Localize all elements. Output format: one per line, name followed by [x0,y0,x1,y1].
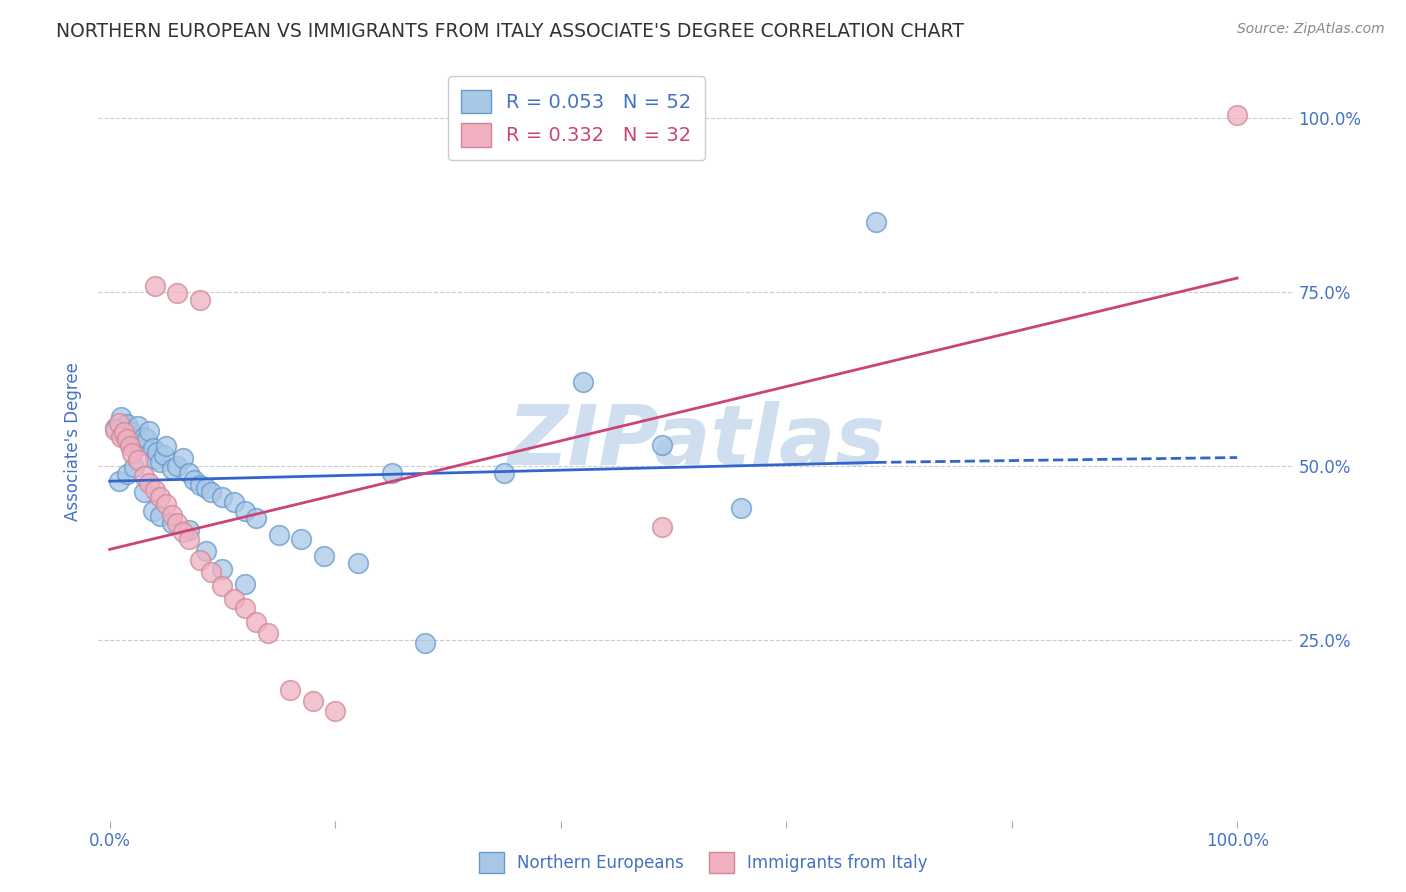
Point [107,474,129,488]
Point [149,508,172,523]
Point [143,279,166,293]
Point [278,682,301,697]
Point [112,427,135,442]
Point [233,601,256,615]
Point [651,520,673,534]
Point [177,532,200,546]
Point [127,453,149,467]
Point [138,476,160,491]
Y-axis label: Associate's Degree: Associate's Degree [65,362,83,521]
Point [494,466,516,480]
Point [112,425,135,440]
Legend: Northern Europeans, Immigrants from Italy: Northern Europeans, Immigrants from Ital… [472,846,934,880]
Point [141,442,163,456]
Point [118,439,141,453]
Point [115,467,138,482]
Point [160,516,183,530]
Point [172,524,194,539]
Point [380,466,402,480]
Point [124,431,146,445]
Point [149,455,172,469]
Point [121,446,143,460]
Point [143,483,166,498]
Point [290,532,312,546]
Point [149,490,172,504]
Point [155,497,177,511]
Point [256,625,278,640]
Text: Source: ZipAtlas.com: Source: ZipAtlas.com [1237,22,1385,37]
Point [177,523,200,537]
Point [865,215,887,229]
Point [730,500,752,515]
Point [107,416,129,430]
Point [132,430,155,444]
Point [132,485,155,500]
Point [141,504,163,518]
Point [245,511,267,525]
Point [118,434,141,449]
Point [188,478,211,492]
Point [183,473,205,487]
Point [572,376,595,390]
Point [346,556,368,570]
Point [160,508,183,522]
Point [153,449,176,463]
Point [194,481,217,495]
Point [138,424,160,438]
Point [110,410,132,425]
Point [127,418,149,433]
Point [245,615,267,630]
Point [222,495,245,509]
Point [211,562,233,576]
Point [200,485,222,500]
Text: NORTHERN EUROPEAN VS IMMIGRANTS FROM ITALY ASSOCIATE'S DEGREE CORRELATION CHART: NORTHERN EUROPEAN VS IMMIGRANTS FROM ITA… [56,22,965,41]
Point [166,458,188,473]
Point [267,528,290,542]
Point [115,417,138,432]
Point [146,445,169,459]
Point [132,469,155,483]
Text: ZIPatlas: ZIPatlas [508,401,884,482]
Point [211,490,233,504]
Point [323,704,346,718]
Point [233,577,256,591]
Point [177,466,200,480]
Point [415,636,437,650]
Point [104,423,127,437]
Point [222,592,245,607]
Point [155,439,177,453]
Point [104,420,127,434]
Point [188,293,211,308]
Point [143,451,166,466]
Point [651,438,673,452]
Point [121,425,143,440]
Point [135,433,157,447]
Point [129,438,152,452]
Point [301,694,323,708]
Point [194,543,217,558]
Point [312,549,335,564]
Point [211,578,233,592]
Point [160,462,183,476]
Point [166,286,188,301]
Point [200,565,222,579]
Point [233,504,256,518]
Point [110,430,132,444]
Point [115,433,138,447]
Point [124,460,146,475]
Point [1226,107,1249,121]
Point [166,516,188,530]
Point [172,450,194,465]
Legend: R = 0.053   N = 52, R = 0.332   N = 32: R = 0.053 N = 52, R = 0.332 N = 32 [449,76,704,161]
Point [188,553,211,567]
